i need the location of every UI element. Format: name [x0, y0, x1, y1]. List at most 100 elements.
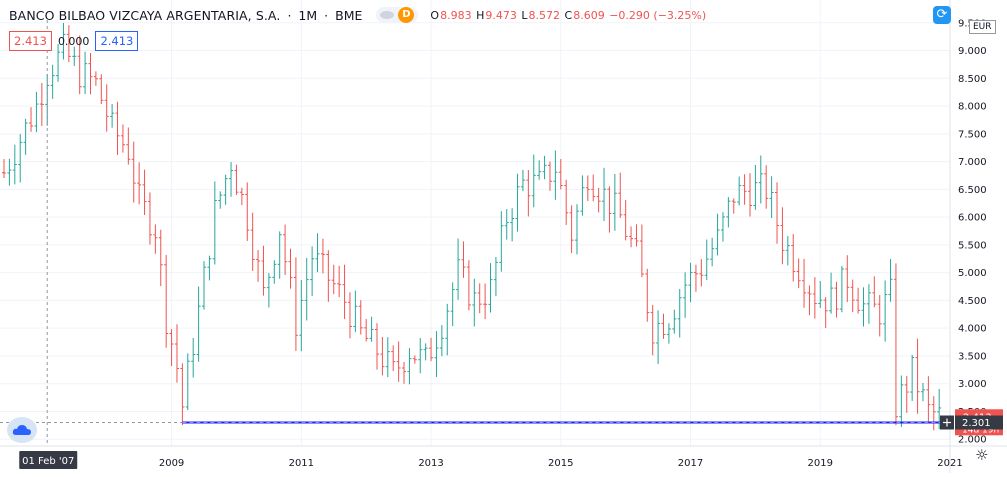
y-tick-label: 8.500	[958, 74, 987, 85]
ohlc-bar	[915, 338, 920, 414]
ohlc-bar	[72, 46, 77, 66]
currency-badge[interactable]: EUR	[969, 20, 996, 34]
ohlc-bar	[34, 91, 39, 133]
ohlc-bar	[402, 362, 407, 384]
ohlc-bar	[218, 191, 223, 209]
ohlc-bar	[839, 265, 844, 313]
ohlc-bar	[202, 261, 207, 310]
ohlc-bar	[39, 83, 44, 127]
ohlc-bar	[429, 337, 434, 362]
ohlc-bar	[883, 280, 888, 342]
ohlc-bar	[791, 234, 796, 282]
ohlc-bar	[856, 287, 861, 314]
ohlc-bar	[553, 150, 558, 200]
delayed-badge: D	[398, 7, 415, 23]
ohlc-bar	[607, 186, 612, 233]
ohlc-bar	[293, 257, 298, 351]
ohlc-bar	[418, 338, 423, 374]
ohlc-bar	[488, 263, 493, 313]
ohlc-bar	[77, 35, 82, 95]
ohlc-bar	[256, 250, 261, 282]
ohlc-bar	[358, 300, 363, 335]
ohlc-bar	[596, 187, 601, 213]
ohlc-bar	[796, 258, 801, 289]
crosshair-price-label[interactable]: 2.301	[940, 415, 1003, 430]
ohlc-bar	[850, 279, 855, 313]
cloud-icon[interactable]	[7, 417, 37, 443]
ohlc-bar	[537, 160, 542, 180]
ohlc-bar	[531, 154, 536, 208]
ohlc-bar	[385, 337, 390, 378]
ohlc-bar	[93, 71, 98, 86]
y-tick-label: 8.000	[958, 102, 987, 113]
ohlc-bar	[2, 159, 6, 179]
ohlc-bar	[277, 231, 282, 279]
ohlc-bar	[618, 172, 623, 218]
indicator-value-mid: 0.000	[57, 34, 90, 48]
ohlc-bar	[564, 179, 569, 225]
ohlc-bar	[56, 43, 61, 82]
ohlc-bar	[688, 262, 693, 303]
ohlc-bar	[245, 182, 250, 241]
ohlc-bar	[272, 260, 277, 284]
interval-label[interactable]: 1M	[298, 7, 318, 23]
ohlc-bar	[504, 209, 509, 240]
ohlc-bar	[499, 211, 504, 272]
ohlc-bar	[66, 25, 71, 63]
ohlc-bar	[131, 141, 136, 203]
ohlc-bar	[515, 173, 520, 232]
ohlc-bar	[650, 304, 655, 356]
ohlc-bar	[261, 245, 266, 296]
ohlc-bar	[126, 127, 131, 165]
x-tick-label: 2009	[159, 458, 184, 469]
ohlc-bar	[834, 281, 839, 318]
x-tick-label: 2013	[418, 458, 443, 469]
ohlc-bar	[299, 280, 304, 352]
ohlc-bar	[699, 259, 704, 287]
y-tick-label: 3.000	[958, 379, 987, 390]
ohlc-bar	[331, 264, 336, 295]
ohlc-bar	[174, 324, 179, 383]
ohlc-bar	[29, 107, 34, 132]
ohlc-bar	[591, 174, 596, 202]
ohlc-bar	[769, 176, 774, 219]
settings-icon[interactable]: ☼	[975, 446, 989, 464]
ohlc-bar	[23, 118, 28, 155]
ohlc-bar	[212, 181, 217, 265]
y-tick-label: 9.000	[958, 46, 987, 57]
low-value: 8.572	[528, 8, 561, 22]
ohlc-bar	[239, 187, 244, 206]
symbol-name[interactable]: BANCO BILBAO VIZCAYA ARGENTARIA, S.A.	[9, 7, 281, 23]
ohlc-bar	[775, 182, 780, 244]
eye-icon[interactable]	[380, 11, 395, 19]
cloud-glyph	[12, 425, 32, 435]
ohlc-bar	[412, 355, 417, 364]
crosshair-date-label: 01 Feb '07	[19, 451, 78, 469]
exchange-label[interactable]: BME	[335, 7, 363, 23]
ohlc-bar	[926, 376, 931, 424]
ohlc-bar	[369, 316, 374, 342]
ohlc-bar	[920, 382, 925, 402]
ohlc-bar	[683, 272, 688, 318]
indicator-legend: 2.413 0.000 2.413	[9, 31, 139, 51]
y-tick-label: 6.500	[958, 185, 987, 196]
ohlc-bar	[807, 285, 812, 316]
y-tick-label: 4.000	[958, 324, 987, 335]
ohlc-bar	[904, 376, 909, 413]
ohlc-bar	[477, 283, 482, 314]
ohlc-bar	[780, 207, 785, 265]
ohlc-bar	[169, 328, 174, 367]
ohlc-bar	[910, 354, 915, 401]
visibility-toggle[interactable]: D	[376, 7, 419, 23]
ohlc-bar	[715, 213, 720, 256]
symbol-legend: BANCO BILBAO VIZCAYA ARGENTARIA, S.A. · …	[9, 4, 707, 26]
ohlc-bar	[50, 64, 55, 99]
reload-icon[interactable]: ⟳	[933, 6, 951, 24]
ohlc-bar	[185, 353, 190, 411]
ohlc-bar	[666, 323, 671, 344]
change-value: −0.290 (−3.25%)	[609, 8, 707, 22]
indicator-value-left: 2.413	[9, 31, 52, 51]
